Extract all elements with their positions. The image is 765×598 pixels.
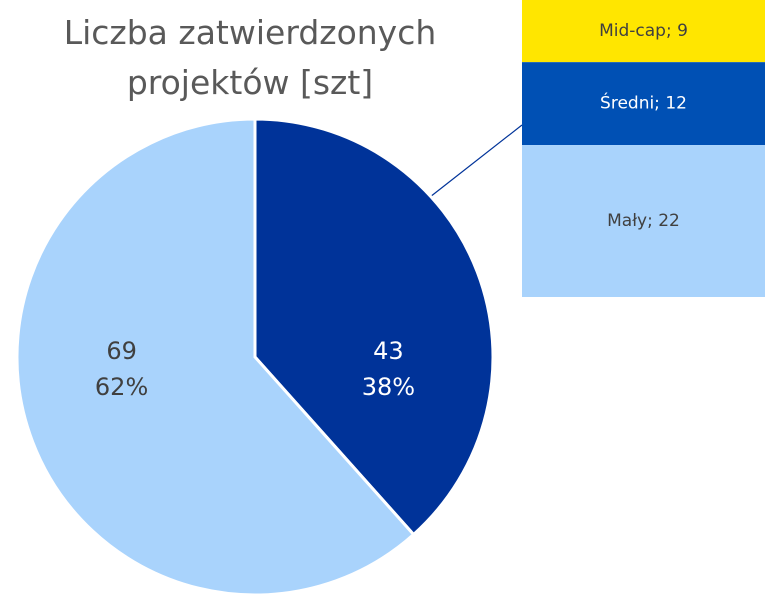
slice-value-label: 69 bbox=[106, 337, 137, 365]
slice-value-label: 43 bbox=[373, 337, 404, 365]
pie-slice bbox=[253, 117, 495, 537]
slice-percent-label: 38% bbox=[362, 373, 415, 401]
breakdown-label: Mały; 22 bbox=[607, 211, 680, 231]
breakdown-bar bbox=[522, 62, 765, 146]
pie-slice bbox=[15, 117, 416, 597]
breakdown-bar bbox=[522, 0, 765, 63]
chart-title: Liczba zatwierdzonych projektów [szt] bbox=[63, 13, 437, 102]
slice-percent-label: 62% bbox=[95, 373, 148, 401]
breakdown-label: Mid-cap; 9 bbox=[599, 21, 688, 41]
breakdown-label: Średni; 12 bbox=[600, 92, 687, 114]
connector-line bbox=[429, 124, 523, 198]
breakdown-bar bbox=[522, 145, 765, 297]
